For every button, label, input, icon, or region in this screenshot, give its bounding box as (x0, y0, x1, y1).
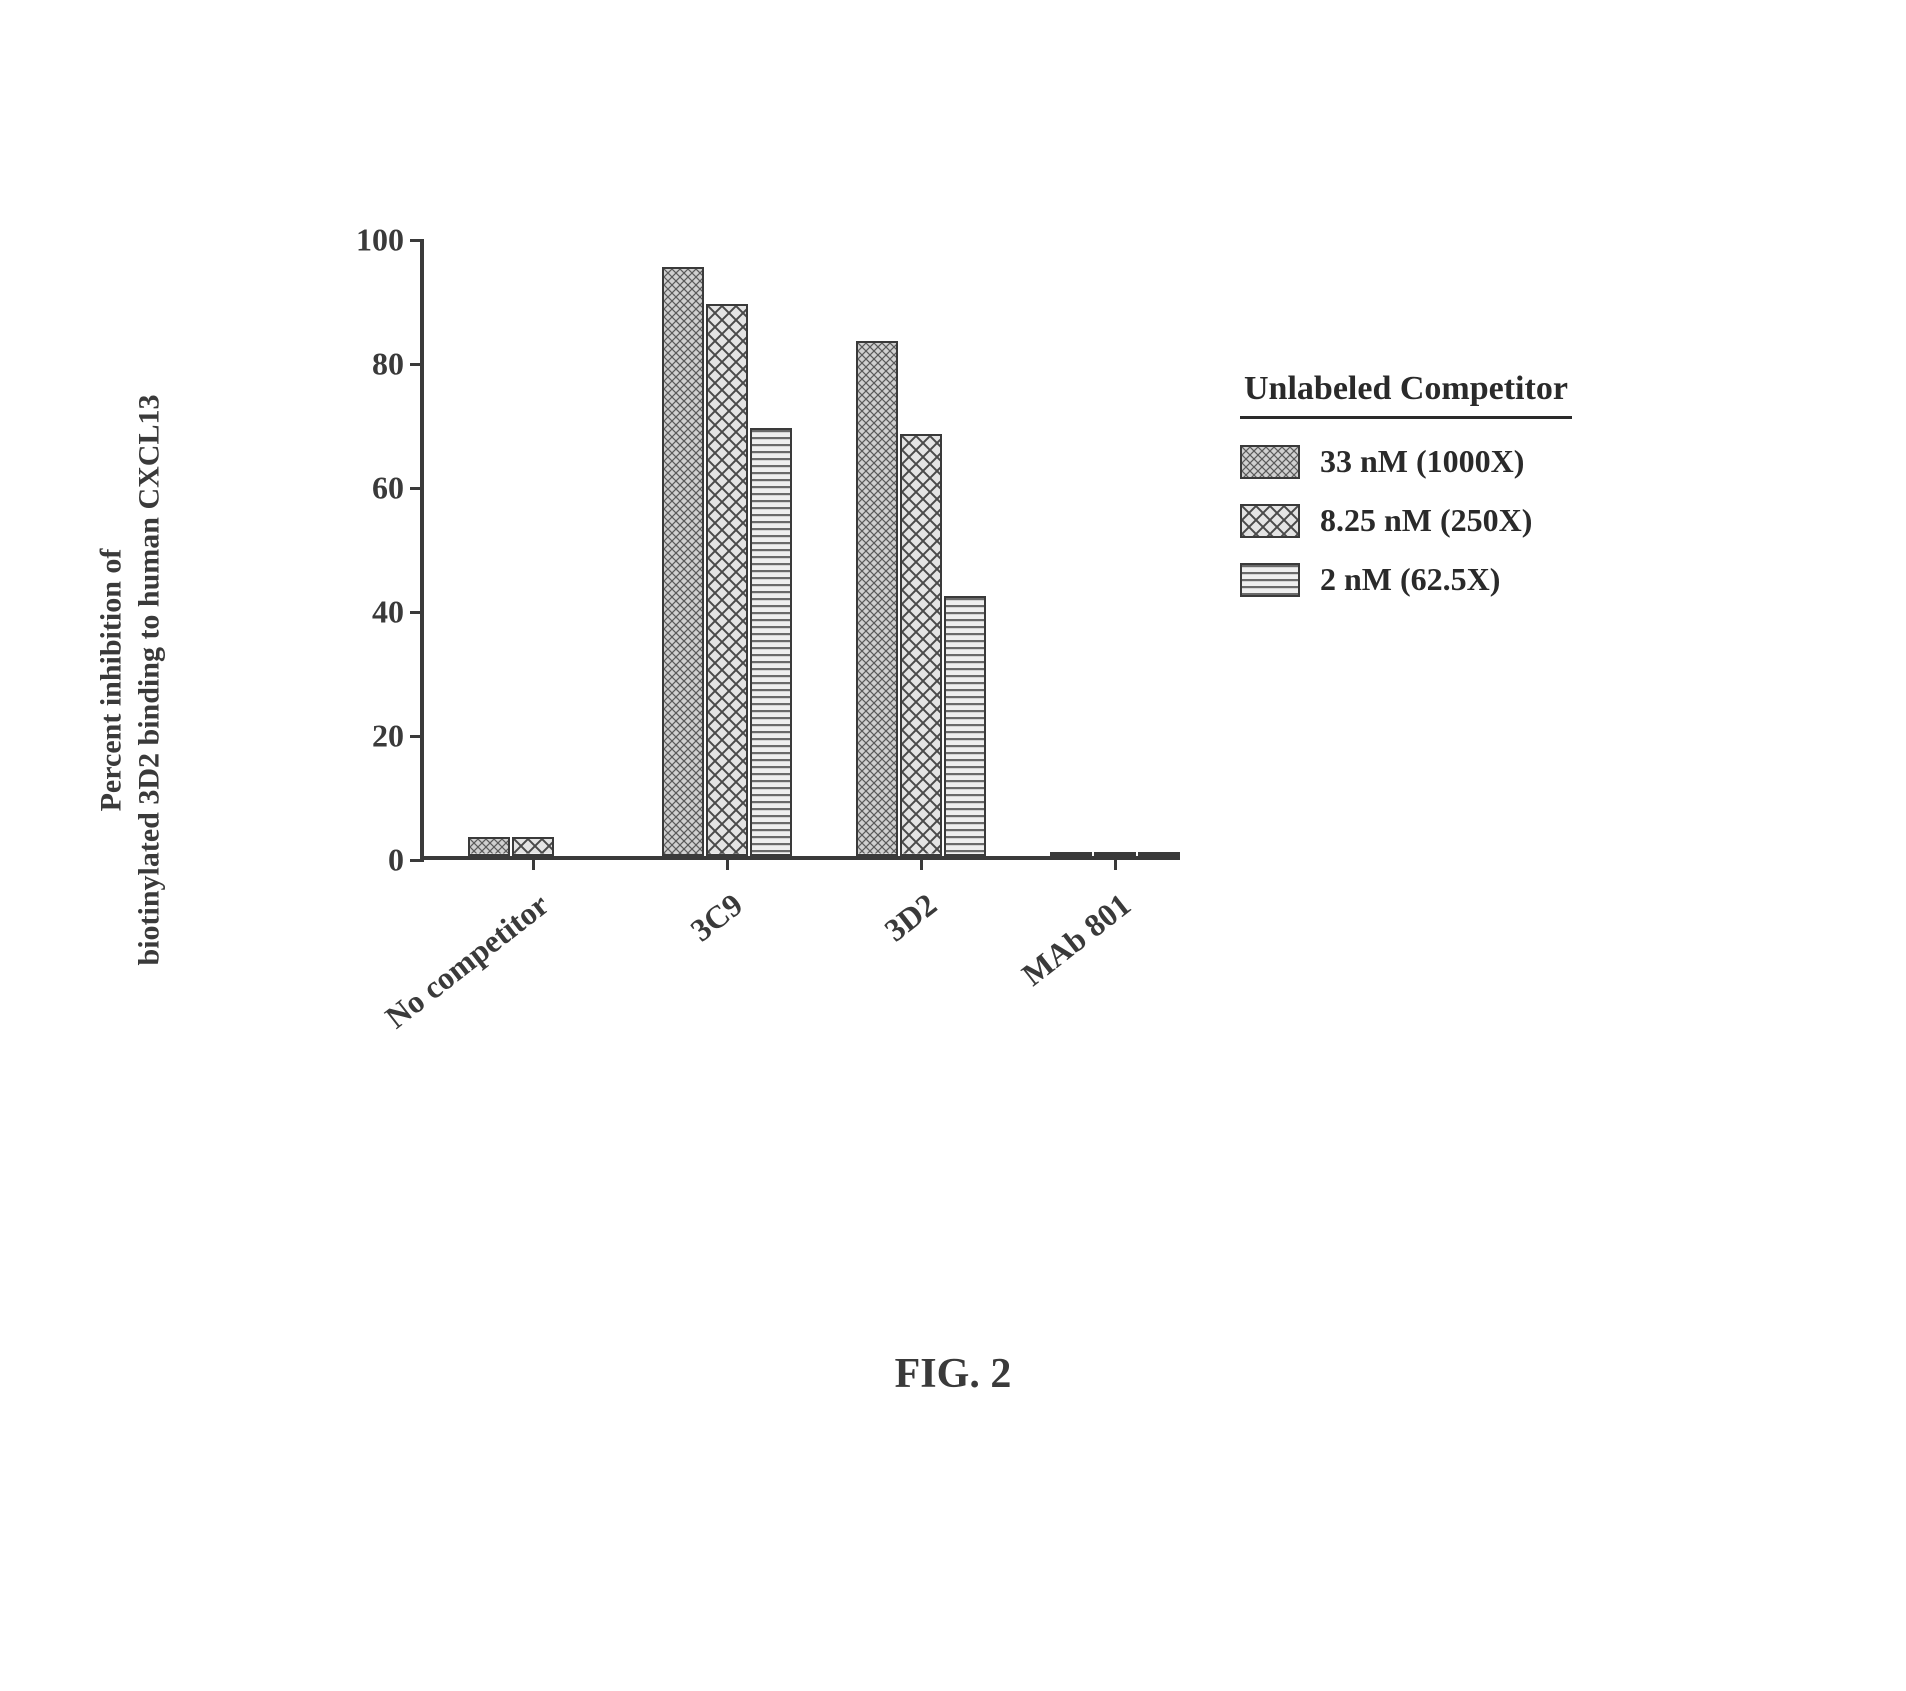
bar (750, 428, 792, 856)
legend-row: 8.25 nM (250X) (1240, 502, 1660, 539)
x-tick (726, 856, 729, 870)
bar (1050, 852, 1092, 856)
x-tick-label: 3D2 (878, 886, 944, 949)
y-axis-title-line2: biotinylated 3D2 binding to human CXCL13 (132, 395, 165, 966)
legend-swatch (1240, 445, 1300, 479)
x-tick (1114, 856, 1117, 870)
legend-label: 33 nM (1000X) (1320, 443, 1524, 480)
legend-row: 33 nM (1000X) (1240, 443, 1660, 480)
bar (1094, 852, 1136, 856)
y-axis-title-line1: Percent inhibition of (95, 549, 128, 812)
legend-rows: 33 nM (1000X) 8.25 nM (250X) 2 nM (62.5X) (1240, 443, 1660, 598)
bar (468, 837, 510, 856)
chart-region: Percent inhibition of biotinylated 3D2 b… (250, 180, 1650, 1180)
y-tick-label: 0 (388, 842, 424, 879)
y-tick-label: 40 (372, 594, 424, 631)
plot-area: 020406080100No competitor3C93D2MAb 801 (420, 240, 1180, 860)
bar (662, 267, 704, 856)
legend: Unlabeled Competitor 33 nM (1000X) 8.25 n… (1240, 370, 1660, 620)
legend-swatch (1240, 563, 1300, 597)
x-tick-label: No competitor (378, 886, 556, 1036)
x-tick-label: 3C9 (684, 886, 750, 949)
page: Percent inhibition of biotinylated 3D2 b… (0, 0, 1906, 1691)
legend-label: 8.25 nM (250X) (1320, 502, 1532, 539)
y-tick-label: 60 (372, 470, 424, 507)
x-tick (920, 856, 923, 870)
y-axis-title: Percent inhibition of biotinylated 3D2 b… (93, 395, 168, 966)
y-tick-label: 80 (372, 346, 424, 383)
figure-caption: FIG. 2 (0, 1350, 1906, 1398)
x-tick (532, 856, 535, 870)
x-tick-label: MAb 801 (1015, 886, 1138, 993)
legend-row: 2 nM (62.5X) (1240, 561, 1660, 598)
legend-label: 2 nM (62.5X) (1320, 561, 1500, 598)
bar (512, 837, 554, 856)
bar (856, 341, 898, 856)
y-tick-label: 100 (356, 222, 424, 259)
legend-title: Unlabeled Competitor (1240, 370, 1572, 419)
legend-swatch (1240, 504, 1300, 538)
bar (900, 434, 942, 856)
y-tick-label: 20 (372, 718, 424, 755)
bar (944, 596, 986, 856)
bar (706, 304, 748, 856)
bar (1138, 852, 1180, 856)
